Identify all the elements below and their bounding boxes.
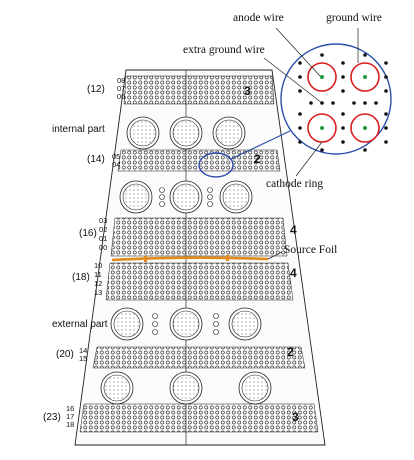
calorimeter-block xyxy=(215,119,243,147)
cell-band-g20 xyxy=(92,346,306,369)
layer-label: 06 xyxy=(117,92,126,101)
anode-wire xyxy=(320,75,324,79)
cathode-ring xyxy=(350,62,380,92)
layer-label: 03 xyxy=(99,216,108,225)
anode-wire xyxy=(363,126,367,130)
anode-wire xyxy=(320,126,324,130)
layer-label: 15 xyxy=(79,354,88,363)
group-23-count: (23) xyxy=(43,412,61,423)
layer-label: 08 xyxy=(117,76,126,85)
layer-label: 14 xyxy=(79,346,88,355)
calorimeter-block xyxy=(172,119,200,147)
group-16-rows: 4 xyxy=(290,223,297,237)
cell-layers xyxy=(79,75,319,433)
callout-leaders xyxy=(263,27,359,177)
cathode-ring xyxy=(307,62,337,92)
ground-wire-label: ground wire xyxy=(326,12,382,24)
source-foil-label: Source Foil xyxy=(284,244,338,256)
layer-label: 11 xyxy=(94,270,102,279)
calorimeter-block xyxy=(231,310,259,338)
layer-label: 12 xyxy=(94,279,103,288)
layer-label: 16 xyxy=(66,404,75,413)
ground-wires xyxy=(298,53,388,152)
group-12-rows: 3 xyxy=(244,84,251,98)
layer-label: 07 xyxy=(117,84,126,93)
group-18-count: (18) xyxy=(72,272,90,283)
group-18-rows: 4 xyxy=(290,266,297,280)
cell-band-g18 xyxy=(105,262,294,301)
calorimeter-block xyxy=(122,183,150,211)
group-16-count: (16) xyxy=(79,228,97,239)
internal-part-label: internal part xyxy=(52,124,105,135)
foil-markers xyxy=(144,255,229,262)
layer-label: 18 xyxy=(66,420,75,429)
magnified-cells xyxy=(298,53,388,152)
layer-label: 10 xyxy=(94,261,103,270)
extra-ground-wire-label: extra ground wire xyxy=(183,44,265,56)
cell-band-g12 xyxy=(123,75,275,105)
calorimeter-block xyxy=(241,374,269,402)
calorimeter-block xyxy=(172,310,200,338)
calorimeter-block xyxy=(222,183,250,211)
group-23-rows: 3 xyxy=(292,410,299,424)
anode-wire-label: anode wire xyxy=(233,12,284,24)
layer-label: 00 xyxy=(99,243,108,252)
group-20-rows: 2 xyxy=(287,345,294,359)
small-holes xyxy=(152,187,219,335)
source-foil-leader xyxy=(267,251,283,260)
calorimeter-block xyxy=(113,310,141,338)
cathode-ring-label: cathode ring xyxy=(266,178,324,190)
group-14-count: (14) xyxy=(87,154,105,165)
calorimeter-blocks xyxy=(100,116,272,405)
group-20-count: (20) xyxy=(56,349,74,360)
magnifier-connector xyxy=(230,130,291,160)
source-foil xyxy=(111,256,269,262)
layer-label: 04 xyxy=(112,160,121,169)
anode-wire xyxy=(363,75,367,79)
external-part-label: external part xyxy=(52,319,108,330)
calorimeter-block xyxy=(172,183,200,211)
layer-label: 02 xyxy=(99,225,108,234)
cell-band-g23 xyxy=(79,403,319,433)
cathode-ring xyxy=(350,113,380,143)
layer-label: 17 xyxy=(66,412,75,421)
calorimeter-block xyxy=(172,374,200,402)
magnifier-source xyxy=(198,152,234,178)
layer-label: 01 xyxy=(99,234,108,243)
cell-band-g16 xyxy=(110,217,288,257)
calorimeter-block xyxy=(129,119,157,147)
layer-label: 13 xyxy=(94,288,103,297)
calorimeter-block xyxy=(103,374,131,402)
layer-label: 05 xyxy=(112,152,121,161)
group-12-count: (12) xyxy=(87,84,105,95)
group-14-rows: 2 xyxy=(254,152,261,166)
